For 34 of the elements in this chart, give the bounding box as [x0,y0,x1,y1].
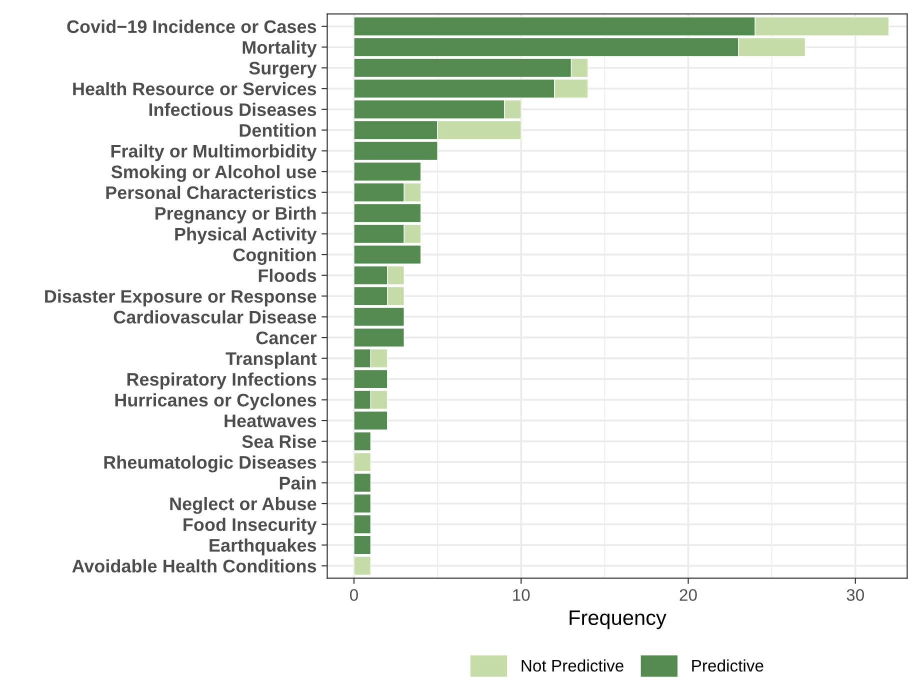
legend-label: Predictive [692,659,764,672]
y-tick-label: Physical Activity [175,227,317,244]
y-tick-label: Pain [280,476,316,490]
y-tick-label: Heatwaves [224,414,316,428]
y-tick-label: Infectious Diseases [149,102,316,116]
y-tick-label: Personal Characteristics [106,186,316,200]
y-tick-label: Floods [258,268,316,282]
y-tick-label: Sea Rise [242,434,316,448]
x-tick-label: 10 [513,589,530,601]
y-tick-label: Disaster Exposure or Response [45,290,316,306]
y-tick-label: Earthquakes [210,538,316,556]
y-tick-label: Avoidable Health Conditions [72,559,316,573]
x-tick-label: 20 [680,589,697,601]
x-tick-label: 30 [846,589,864,601]
y-tick-label: Food Insecurity [184,518,317,535]
y-tick-label: Dentition [240,124,316,137]
y-tick-label: Cardiovascular Disease [114,310,316,324]
y-tick-label: Cancer [256,332,317,344]
y-tick-label: Cognition [233,248,316,265]
y-tick-label: Covid−19 Incidence or Cases [67,20,316,34]
y-tick-label: Respiratory Infections [127,372,316,390]
x-axis-title: Frequency [570,610,666,630]
y-tick-label: Mortality [242,40,317,58]
y-tick-label: Surgery [249,62,317,78]
y-tick-label: Transplant [226,352,317,369]
y-tick-label: Health Resource or Services [73,82,316,96]
y-tick-label: Frailty or Multimorbidity [111,144,317,162]
y-tick-label: Hurricanes or Cyclones [115,393,316,410]
y-tick-label: Smoking or Alcohol use [111,165,316,182]
y-tick-label: Rheumatologic Diseases [104,456,316,472]
legend-label: Not Predictive [522,659,624,672]
y-tick-label: Neglect or Abuse [170,497,316,514]
y-tick-label: Pregnancy or Birth [156,206,316,224]
x-tick-label: 0 [350,589,358,601]
